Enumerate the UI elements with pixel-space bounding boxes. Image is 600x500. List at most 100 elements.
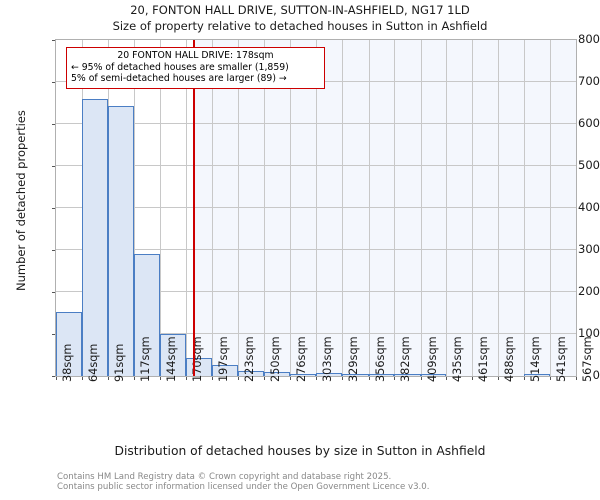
x-tick-label-356sqm: 356sqm [373, 336, 387, 382]
bar-144sqm [160, 333, 186, 376]
bar-250sqm [264, 371, 290, 376]
x-tick-mark-223 [237, 377, 239, 380]
gridline-x-409 [420, 40, 422, 376]
x-tick-mark-303 [316, 377, 318, 380]
bar-91sqm [108, 105, 134, 376]
footer-attribution: Contains HM Land Registry data © Crown c… [57, 472, 429, 492]
x-tick-mark-197 [212, 377, 214, 380]
gridline-x-250 [264, 40, 266, 376]
x-tick-mark-329 [342, 377, 344, 380]
x-tick-mark-64 [81, 377, 83, 380]
x-tick-label-435sqm: 435sqm [451, 336, 465, 382]
y-tick-mark-100 [52, 334, 55, 335]
property-marker-line [192, 40, 195, 376]
x-tick-mark-144 [160, 377, 162, 380]
plot-area [55, 39, 577, 377]
y-tick-label-600: 600 [578, 116, 600, 130]
gridline-x-461 [471, 40, 473, 376]
y-tick-mark-400 [52, 208, 55, 209]
y-tick-label-500: 500 [578, 158, 600, 172]
x-tick-label-461sqm: 461sqm [476, 336, 490, 382]
bar-197sqm [212, 364, 238, 376]
x-tick-label-91sqm: 91sqm [113, 343, 127, 382]
gridline-x-356 [368, 40, 370, 376]
annotation-box: 20 FONTON HALL DRIVE: 178sqm ← 95% of de… [66, 47, 325, 89]
gridline-x-567 [576, 40, 577, 376]
annotation-line-1: 20 FONTON HALL DRIVE: 178sqm [117, 50, 274, 61]
x-tick-mark-38 [56, 377, 57, 380]
bar-64sqm [81, 98, 109, 376]
gridline-y-500 [56, 165, 576, 166]
y-tick-mark-800 [52, 40, 55, 41]
x-tick-mark-541 [550, 377, 552, 380]
gridline-y-600 [56, 123, 576, 124]
y-tick-mark-300 [52, 250, 55, 251]
y-tick-label-700: 700 [578, 74, 600, 88]
gridline-x-223 [237, 40, 239, 376]
x-tick-mark-461 [471, 377, 473, 380]
x-tick-label-488sqm: 488sqm [503, 336, 517, 382]
page-title: 20, FONTON HALL DRIVE, SUTTON-IN-ASHFIEL… [130, 3, 470, 17]
y-tick-mark-500 [52, 166, 55, 167]
annotation-line-3: 5% of semi-detached houses are larger (8… [71, 73, 287, 84]
x-tick-label-250sqm: 250sqm [269, 336, 283, 382]
gridline-y-400 [56, 207, 576, 208]
gridline-x-144 [160, 40, 162, 376]
bar-514sqm [523, 374, 551, 376]
x-tick-label-514sqm: 514sqm [528, 336, 542, 382]
bar-329sqm [342, 374, 369, 376]
x-tick-label-144sqm: 144sqm [165, 336, 179, 382]
x-tick-label-541sqm: 541sqm [555, 336, 569, 382]
x-tick-label-409sqm: 409sqm [425, 336, 439, 382]
footer-line-2: Contains public sector information licen… [57, 482, 430, 492]
y-tick-label-400: 400 [578, 200, 600, 214]
x-tick-label-223sqm: 223sqm [242, 336, 256, 382]
bar-409sqm [420, 374, 447, 376]
bar-38sqm [56, 312, 82, 376]
chart-title-block: 20, FONTON HALL DRIVE, SUTTON-IN-ASHFIEL… [0, 3, 600, 34]
bar-223sqm [237, 370, 265, 376]
y-tick-mark-200 [52, 292, 55, 293]
x-tick-mark-356 [368, 377, 370, 380]
x-tick-label-329sqm: 329sqm [347, 336, 361, 382]
y-tick-mark-600 [52, 124, 55, 125]
x-tick-mark-488 [498, 377, 500, 380]
x-tick-mark-170 [185, 377, 187, 380]
y-axis-title: Number of detached properties [14, 110, 28, 291]
bar-356sqm [368, 374, 395, 376]
x-tick-mark-514 [523, 377, 525, 380]
x-tick-mark-276 [289, 377, 291, 380]
x-tick-mark-567 [576, 377, 577, 380]
gridline-x-382 [394, 40, 396, 376]
x-tick-mark-382 [394, 377, 396, 380]
gridline-x-276 [289, 40, 291, 376]
gridline-x-514 [523, 40, 525, 376]
x-tick-mark-409 [420, 377, 422, 380]
x-tick-mark-435 [446, 377, 448, 380]
bar-303sqm [316, 373, 343, 376]
y-tick-label-200: 200 [578, 284, 600, 298]
gridline-x-488 [498, 40, 500, 376]
x-tick-mark-117 [133, 377, 135, 380]
y-tick-mark-700 [52, 82, 55, 83]
annotation-line-2: ← 95% of detached houses are smaller (1,… [71, 61, 289, 73]
bar-117sqm [133, 254, 161, 376]
bar-170sqm [185, 357, 213, 376]
gridline-x-170 [185, 40, 187, 376]
y-tick-label-100: 100 [578, 326, 600, 340]
y-tick-label-300: 300 [578, 242, 600, 256]
gridline-y-200 [56, 291, 576, 292]
gridline-x-541 [550, 40, 552, 376]
x-tick-label-117sqm: 117sqm [138, 336, 152, 382]
x-tick-label-382sqm: 382sqm [399, 336, 413, 382]
x-axis-title: Distribution of detached houses by size … [114, 444, 486, 458]
gridline-x-329 [342, 40, 344, 376]
gridline-x-303 [316, 40, 318, 376]
y-tick-label-0: 0 [592, 368, 600, 382]
x-tick-label-38sqm: 38sqm [61, 343, 74, 382]
x-tick-mark-250 [264, 377, 266, 380]
gridline-y-100 [56, 333, 576, 334]
x-tick-label-276sqm: 276sqm [294, 336, 308, 382]
y-tick-mark-0 [52, 376, 55, 377]
